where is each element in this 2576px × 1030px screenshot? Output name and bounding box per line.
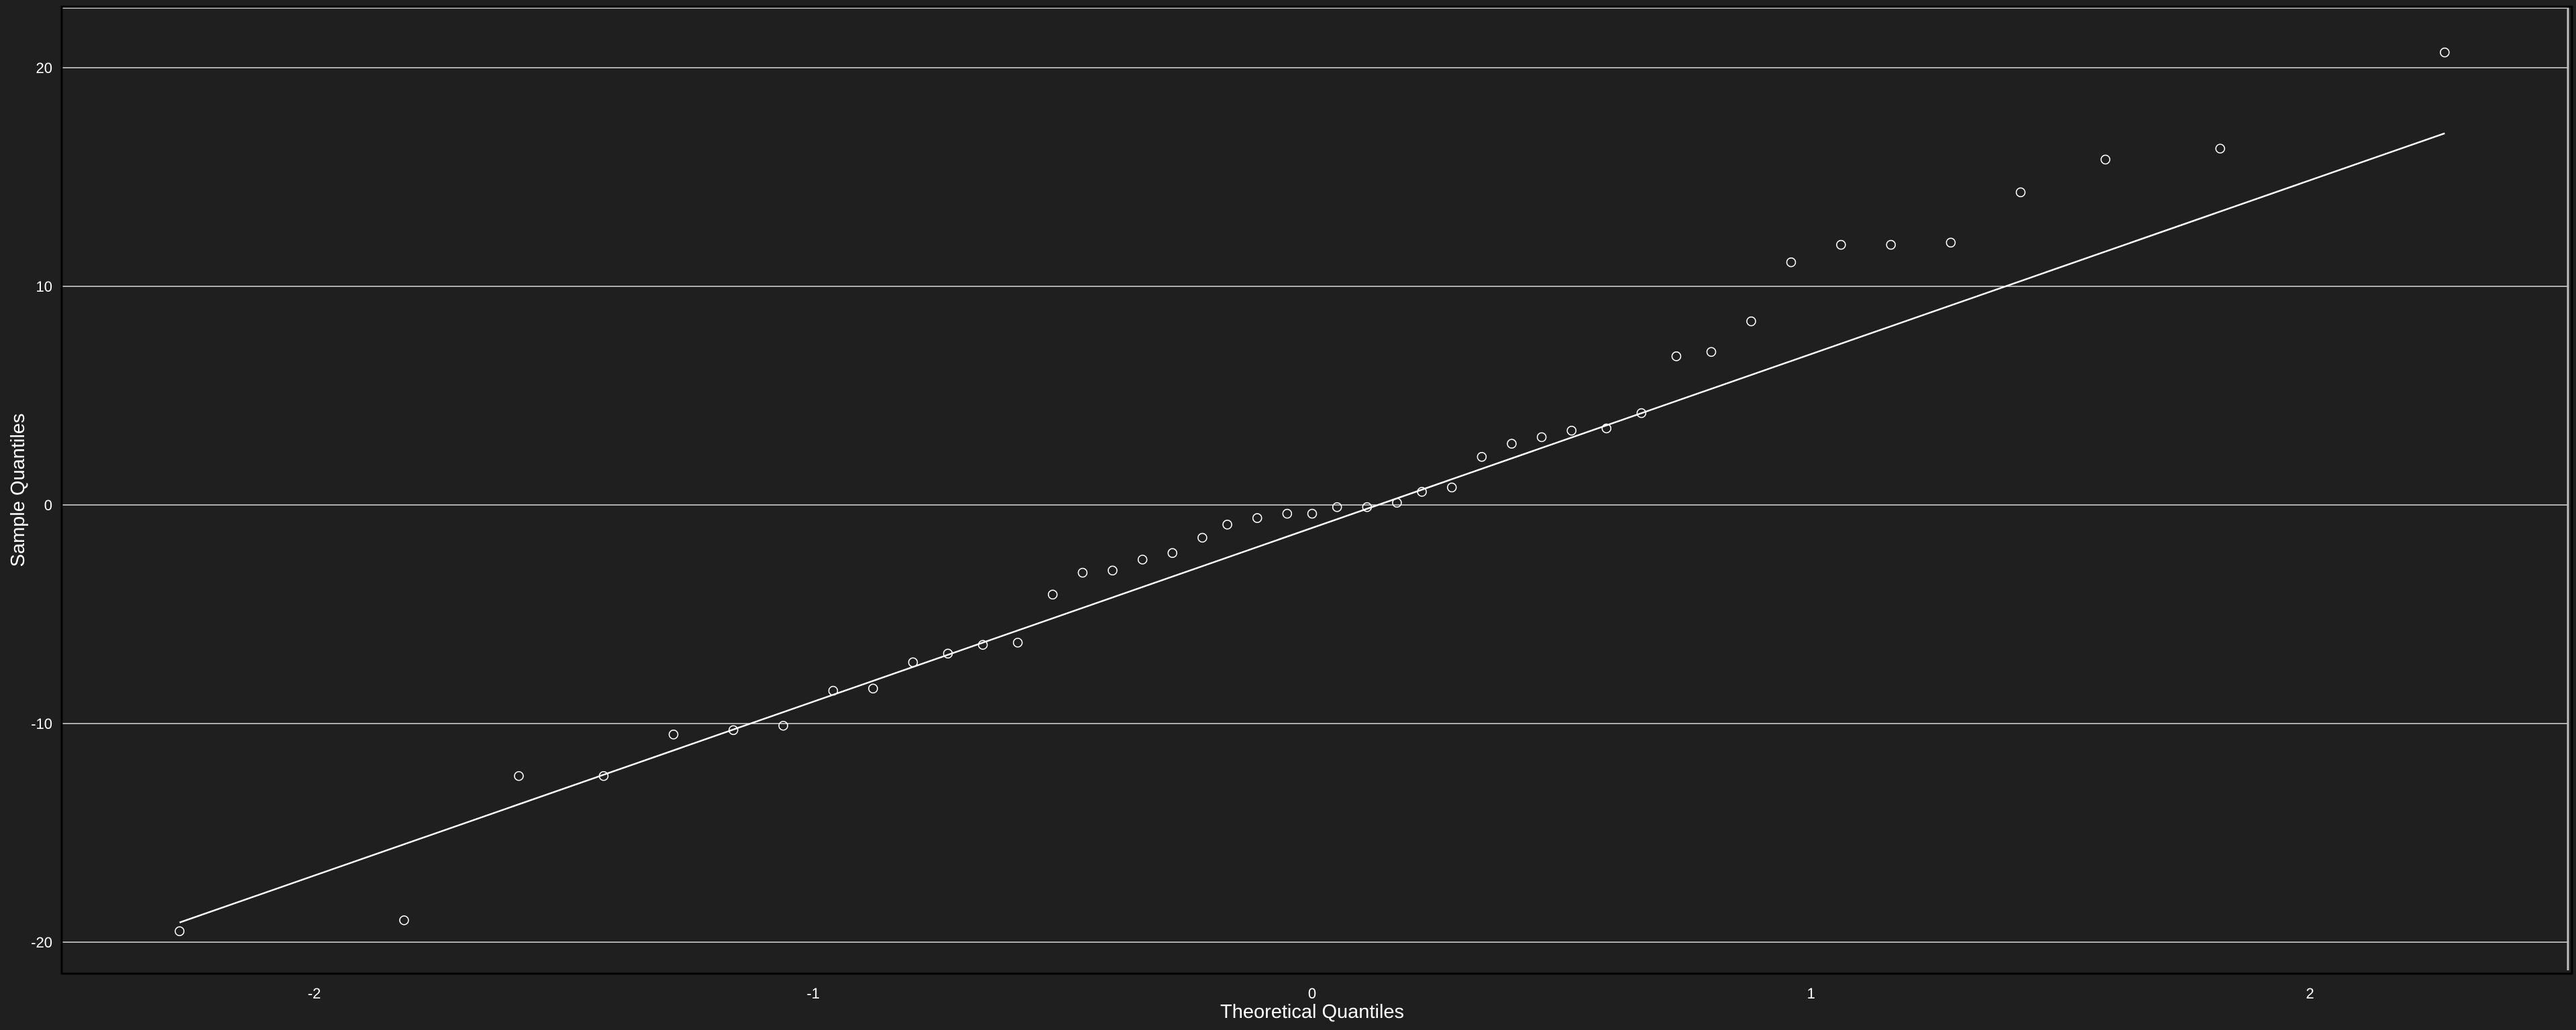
data-point — [1047, 589, 1058, 599]
data-point — [1507, 439, 1517, 449]
data-point — [1671, 351, 1682, 361]
data-point — [1477, 451, 1487, 462]
y-tick-label: 20 — [36, 60, 52, 76]
data-point — [174, 926, 184, 936]
data-point — [2215, 144, 2225, 154]
data-point — [1706, 347, 1717, 357]
data-point — [1108, 565, 1118, 576]
x-tick-label: -2 — [308, 985, 321, 1002]
plot-frame — [60, 5, 2573, 975]
x-tick-label: 2 — [2306, 985, 2314, 1002]
data-point — [1636, 408, 1647, 418]
data-point — [1746, 316, 1756, 327]
data-point — [1197, 532, 1208, 543]
data-point — [778, 720, 788, 731]
y-tick-label: -10 — [31, 716, 52, 732]
data-point — [1222, 520, 1232, 530]
data-point — [2015, 187, 2026, 198]
y-tick-label: -20 — [31, 934, 52, 951]
data-point — [828, 685, 839, 696]
data-point — [1137, 555, 1148, 565]
reference-line — [179, 132, 2445, 923]
data-point — [1536, 432, 1547, 443]
data-point — [1332, 502, 1342, 512]
data-point — [1566, 425, 1577, 436]
y-tick-label: 10 — [36, 278, 52, 295]
data-point — [1307, 508, 1318, 519]
data-point — [1167, 548, 1178, 559]
y-tick-label: 0 — [44, 497, 52, 514]
data-point — [868, 683, 878, 694]
data-point — [2440, 47, 2450, 58]
data-point — [1077, 567, 1088, 578]
data-point — [399, 915, 409, 925]
data-point — [1786, 257, 1796, 268]
data-point — [1252, 513, 1263, 523]
reference-line-layer — [179, 132, 2445, 923]
data-point — [1886, 239, 1896, 250]
data-point — [1836, 239, 1846, 250]
data-point — [1945, 237, 1956, 248]
grid-layer — [62, 7, 2569, 970]
x-axis-label: Theoretical Quantiles — [1220, 1001, 1404, 1023]
x-tick-label: 1 — [1807, 985, 1815, 1002]
x-tick-label: -1 — [806, 985, 820, 1002]
data-point — [668, 730, 679, 740]
data-point — [1446, 482, 1457, 493]
data-point — [598, 770, 609, 781]
data-point — [2100, 154, 2110, 165]
data-point — [728, 725, 739, 736]
x-tick-label: 0 — [1308, 985, 1316, 1002]
y-axis-label: Sample Quantiles — [7, 414, 29, 567]
data-point — [514, 770, 524, 781]
points-layer — [174, 47, 2450, 936]
data-point — [1362, 502, 1373, 512]
data-point — [1012, 638, 1023, 648]
data-point — [908, 657, 918, 668]
data-point — [1601, 423, 1612, 434]
data-point — [977, 640, 988, 650]
data-point — [1392, 498, 1402, 508]
data-point — [1417, 487, 1427, 497]
data-point — [1282, 508, 1293, 519]
data-point — [943, 648, 953, 659]
